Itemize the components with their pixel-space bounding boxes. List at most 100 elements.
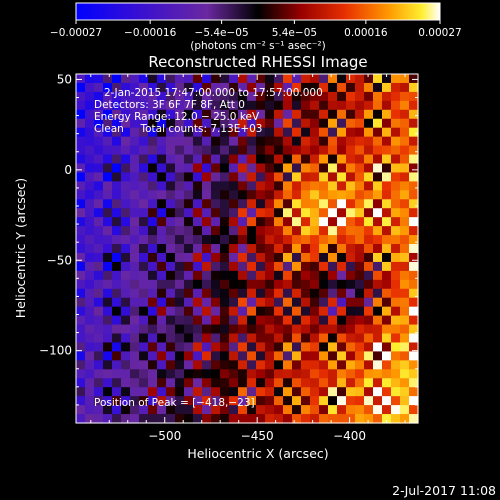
heatmap-cell (265, 351, 275, 361)
heatmap-cell (328, 118, 338, 129)
heatmap-cell (247, 342, 257, 353)
heatmap-cell (265, 74, 275, 84)
heatmap-cell (391, 342, 401, 353)
heatmap-cell (409, 181, 419, 191)
heatmap-cell (256, 100, 266, 111)
heatmap-cell (112, 396, 122, 406)
heatmap-cell (175, 297, 185, 308)
heatmap-cell (247, 109, 257, 120)
heatmap-cell (103, 288, 113, 299)
heatmap-cell (319, 387, 329, 397)
heatmap-cell (400, 199, 410, 209)
heatmap-cell (328, 154, 338, 165)
heatmap-cell (193, 74, 203, 84)
heatmap-cell (94, 91, 104, 102)
heatmap-cell (319, 405, 329, 415)
heatmap-cell (247, 288, 257, 299)
heatmap-cell (85, 199, 95, 209)
heatmap-cell (220, 154, 230, 165)
heatmap-cell (121, 405, 131, 415)
heatmap-cell (301, 270, 311, 281)
heatmap-cell (265, 324, 275, 335)
heatmap-cell (346, 208, 356, 218)
heatmap-cell (166, 145, 176, 156)
heatmap-cell (211, 100, 221, 111)
heatmap-cell (310, 208, 320, 218)
heatmap-cell (328, 297, 338, 308)
heatmap-cell (139, 279, 149, 290)
heatmap-cell (202, 190, 212, 200)
heatmap-cell (319, 235, 329, 245)
heatmap-cell (400, 270, 410, 281)
heatmap-cell (112, 100, 122, 111)
heatmap-cell (373, 208, 383, 218)
heatmap-cell (292, 100, 302, 111)
heatmap-cell (103, 360, 113, 370)
heatmap-cell (265, 360, 275, 370)
heatmap-cell (391, 199, 401, 209)
heatmap-cell (193, 190, 203, 200)
heatmap-cell (175, 333, 185, 344)
heatmap-cell (238, 342, 248, 353)
heatmap-cell (337, 288, 347, 299)
heatmap-cell (121, 118, 131, 129)
heatmap-cell (130, 405, 140, 415)
heatmap-cell (157, 270, 167, 281)
heatmap-cell (373, 378, 383, 388)
heatmap-cell (184, 244, 194, 254)
heatmap-cell (175, 226, 185, 236)
heatmap-cell (238, 109, 248, 120)
heatmap-cell (274, 235, 284, 245)
heatmap-cell (94, 199, 104, 209)
heatmap-cell (328, 172, 338, 182)
heatmap-cell (202, 261, 212, 272)
heatmap-cell (193, 306, 203, 317)
heatmap-cell (238, 74, 248, 84)
heatmap-cell (103, 91, 113, 102)
heatmap-cell (292, 154, 302, 165)
heatmap-cell (85, 378, 95, 388)
heatmap-cell (193, 163, 203, 174)
heatmap-cell (310, 288, 320, 299)
heatmap-cell (112, 127, 122, 138)
heatmap-cell (76, 127, 86, 138)
heatmap-cell (391, 378, 401, 388)
heatmap-cell (355, 297, 365, 308)
heatmap-cell (85, 369, 95, 379)
heatmap-cell (256, 270, 266, 281)
heatmap-cell (355, 279, 365, 290)
heatmap-cell (94, 82, 104, 93)
heatmap-cell (121, 199, 131, 209)
heatmap-cell (265, 279, 275, 290)
heatmap-cell (247, 82, 257, 93)
heatmap-cell (112, 74, 122, 84)
heatmap-cell (148, 360, 158, 370)
heatmap-cell (409, 91, 419, 102)
heatmap-cell (256, 288, 266, 299)
heatmap-cell (229, 118, 239, 129)
heatmap-cell (409, 82, 419, 93)
heatmap-cell (94, 414, 104, 424)
heatmap-cell (85, 208, 95, 218)
heatmap-cell (337, 261, 347, 272)
heatmap-cell (292, 306, 302, 317)
heatmap-cell (157, 109, 167, 120)
heatmap-cell (202, 199, 212, 209)
heatmap-cell (292, 315, 302, 326)
heatmap-cell (382, 360, 392, 370)
heatmap-cell (256, 163, 266, 174)
heatmap-cell (211, 369, 221, 379)
heatmap-cell (184, 136, 194, 147)
heatmap-cell (130, 306, 140, 317)
heatmap-cell (283, 181, 293, 191)
heatmap-cell (310, 145, 320, 156)
heatmap-cell (121, 154, 131, 165)
heatmap-cell (139, 136, 149, 147)
heatmap-cell (166, 226, 176, 236)
heatmap-cell (211, 279, 221, 290)
heatmap-cell (175, 118, 185, 129)
heatmap-cell (373, 279, 383, 290)
heatmap-cell (265, 163, 275, 174)
heatmap-cell (292, 244, 302, 254)
